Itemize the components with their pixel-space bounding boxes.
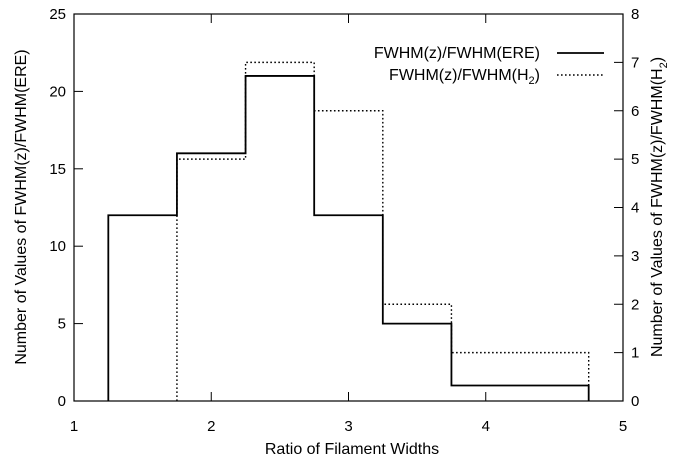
legend-label-h2: FWHM(z)/FWHM(H2) [389,67,540,87]
right-y-tick-label: 2 [631,296,639,313]
x-tick-label: 5 [619,418,627,435]
right-y-tick-label: 1 [631,345,639,362]
x-axis-ticks: 1 2 3 4 5 [70,14,627,435]
x-tick-label: 3 [344,418,352,435]
left-y-axis-ticks: 0 5 10 15 20 25 [49,6,83,410]
x-tick-label: 2 [207,418,215,435]
right-y-tick-label: 5 [631,151,639,168]
legend-label-ere: FWHM(z)/FWHM(ERE) [374,45,540,62]
legend-label-h2-suffix: ) [535,67,540,84]
right-y-tick-label: 0 [631,393,639,410]
right-y-tick-label: 8 [631,6,639,23]
right-y-axis-title-suffix: ) [649,57,666,62]
right-y-tick-label: 3 [631,248,639,265]
series-ere-solid-histogram [107,75,590,401]
legend-label-h2-main: FWHM(z)/FWHM(H [389,67,529,84]
right-y-axis-ticks: 0 1 2 3 4 5 6 7 8 [614,6,639,410]
left-y-tick-label: 15 [49,161,66,178]
left-y-tick-label: 25 [49,6,66,23]
x-tick-label: 1 [70,418,78,435]
left-y-tick-label: 20 [49,83,66,100]
right-y-tick-label: 4 [631,200,639,217]
left-y-tick-label: 5 [58,316,66,333]
legend: FWHM(z)/FWHM(ERE) FWHM(z)/FWHM(H2) [374,45,604,87]
left-y-tick-label: 0 [58,393,66,410]
right-y-axis-title: Number of Values of FWHM(z)/FWHM(H2) [649,57,670,357]
x-tick-label: 4 [482,418,490,435]
x-axis-title: Ratio of Filament Widths [265,441,439,458]
right-y-tick-label: 6 [631,103,639,120]
right-y-axis-title-subscript: 2 [658,62,670,68]
right-y-tick-label: 7 [631,54,639,71]
plot-frame [73,13,624,402]
left-y-axis-title: Number of Values of FWHM(z)/FWHM(ERE) [13,49,30,364]
legend-label-h2-subscript: 2 [529,75,535,87]
left-y-tick-label: 10 [49,238,66,255]
right-y-axis-title-main: Number of Values of FWHM(z)/FWHM(H [649,68,666,357]
